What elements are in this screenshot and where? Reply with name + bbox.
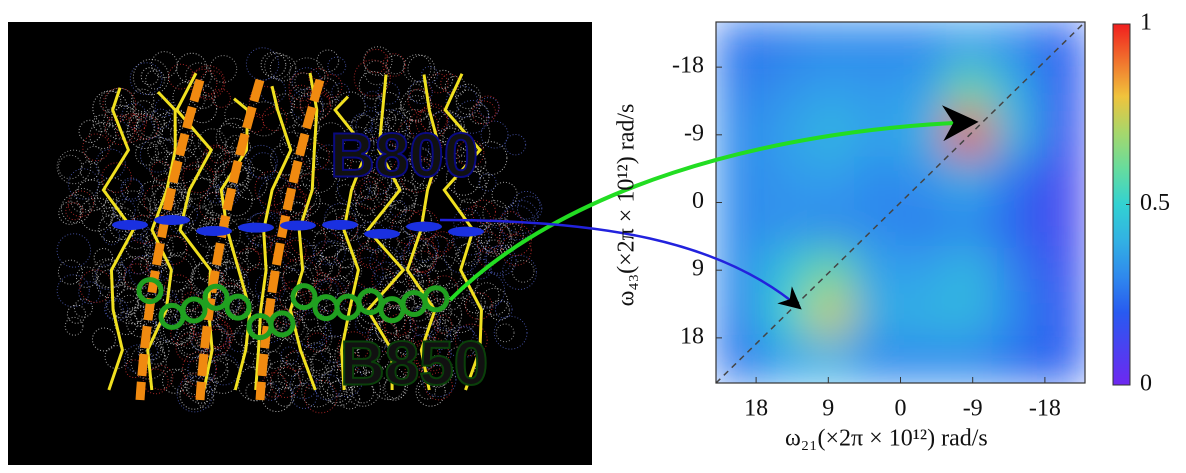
heat-cell bbox=[992, 156, 1040, 203]
b800-ring bbox=[364, 229, 400, 239]
heat-cell bbox=[853, 111, 901, 158]
heat-cell bbox=[715, 156, 763, 203]
heat-cell bbox=[761, 247, 809, 294]
heat-cell bbox=[900, 202, 948, 249]
heat-cell bbox=[1038, 337, 1086, 384]
heat-cell bbox=[900, 337, 948, 384]
x-tick-label: -18 bbox=[1029, 396, 1061, 422]
heat-cell bbox=[761, 337, 809, 384]
heat-cell bbox=[808, 202, 856, 249]
y-tick-label: 9 bbox=[692, 256, 704, 282]
figure: B800 B850 18 9 0 -9 -18 -18 -9 0 9 18 0 0.5 1 ω₂₁(×2… bbox=[0, 0, 1186, 473]
b800-ring bbox=[112, 220, 148, 230]
heat-cell bbox=[992, 337, 1040, 384]
y-axis-label: ω₄₃(×2π × 10¹²) rad/s bbox=[614, 104, 640, 307]
colorbar-tick-label: 0.5 bbox=[1140, 190, 1170, 216]
heat-cell bbox=[1038, 202, 1086, 249]
heat-cell bbox=[946, 156, 994, 203]
heat-cell bbox=[853, 21, 901, 68]
heat-cell bbox=[715, 21, 763, 68]
b800-ring bbox=[406, 222, 442, 232]
heat-cell bbox=[946, 21, 994, 68]
heat-cell bbox=[946, 66, 994, 113]
b850-label: B850 bbox=[340, 329, 488, 398]
x-tick-label: 18 bbox=[744, 396, 768, 422]
heat-cell bbox=[715, 202, 763, 249]
b800-ring bbox=[196, 226, 232, 236]
heat-cell bbox=[992, 247, 1040, 294]
heat-cell bbox=[1038, 292, 1086, 339]
heat-cell bbox=[946, 202, 994, 249]
x-tick-label: 9 bbox=[822, 396, 834, 422]
heat-cell bbox=[715, 292, 763, 339]
heat-cell bbox=[992, 111, 1040, 158]
heat-cell bbox=[808, 21, 856, 68]
heat-cell bbox=[761, 66, 809, 113]
b800-label: B800 bbox=[330, 121, 478, 190]
heat-cell bbox=[1038, 247, 1086, 294]
heat-cell bbox=[1038, 111, 1086, 158]
heat-cell bbox=[761, 202, 809, 249]
colorbar-tick-label: 0 bbox=[1140, 371, 1152, 397]
heat-cell bbox=[853, 156, 901, 203]
x-axis-label: ω₂₁(×2π × 10¹²) rad/s bbox=[785, 426, 988, 452]
y-tick-label: 0 bbox=[692, 188, 704, 214]
b800-ring bbox=[448, 227, 484, 237]
heat-cell bbox=[900, 292, 948, 339]
heat-cell bbox=[1038, 156, 1086, 203]
heat-cell bbox=[900, 21, 948, 68]
heat-cell bbox=[761, 156, 809, 203]
heat-cell bbox=[992, 202, 1040, 249]
heat-cell bbox=[853, 337, 901, 384]
heat-cell bbox=[900, 111, 948, 158]
y-tick-label: -9 bbox=[684, 120, 704, 146]
heat-cell bbox=[992, 21, 1040, 68]
heat-cell bbox=[808, 156, 856, 203]
b800-ring bbox=[238, 223, 274, 233]
plot-area: 18 9 0 -9 -18 -18 -9 0 9 18 0 0.5 1 bbox=[672, 10, 1170, 422]
heat-cell bbox=[808, 66, 856, 113]
heat-cell bbox=[946, 247, 994, 294]
heat-cell bbox=[900, 247, 948, 294]
heat-cell bbox=[761, 111, 809, 158]
y-tick-label: -18 bbox=[672, 53, 704, 79]
b800-ring bbox=[154, 215, 190, 225]
heat-cell bbox=[853, 66, 901, 113]
heat-cell bbox=[853, 292, 901, 339]
heat-cell bbox=[853, 247, 901, 294]
x-tick-label: 0 bbox=[895, 396, 907, 422]
y-tick-label: 18 bbox=[680, 323, 704, 349]
heat-cell bbox=[992, 292, 1040, 339]
heat-cell bbox=[761, 292, 809, 339]
colorbar-tick-label: 1 bbox=[1140, 10, 1152, 36]
heat-cell bbox=[808, 337, 856, 384]
b800-ring bbox=[322, 220, 358, 230]
heat-cell bbox=[900, 66, 948, 113]
heat-cell bbox=[946, 337, 994, 384]
heat-cell bbox=[808, 292, 856, 339]
x-tick-label: -9 bbox=[963, 396, 983, 422]
heat-cell bbox=[761, 21, 809, 68]
heat-cell bbox=[715, 66, 763, 113]
heat-cell bbox=[946, 292, 994, 339]
heat-cell bbox=[1038, 66, 1086, 113]
b800-ring bbox=[280, 220, 316, 230]
